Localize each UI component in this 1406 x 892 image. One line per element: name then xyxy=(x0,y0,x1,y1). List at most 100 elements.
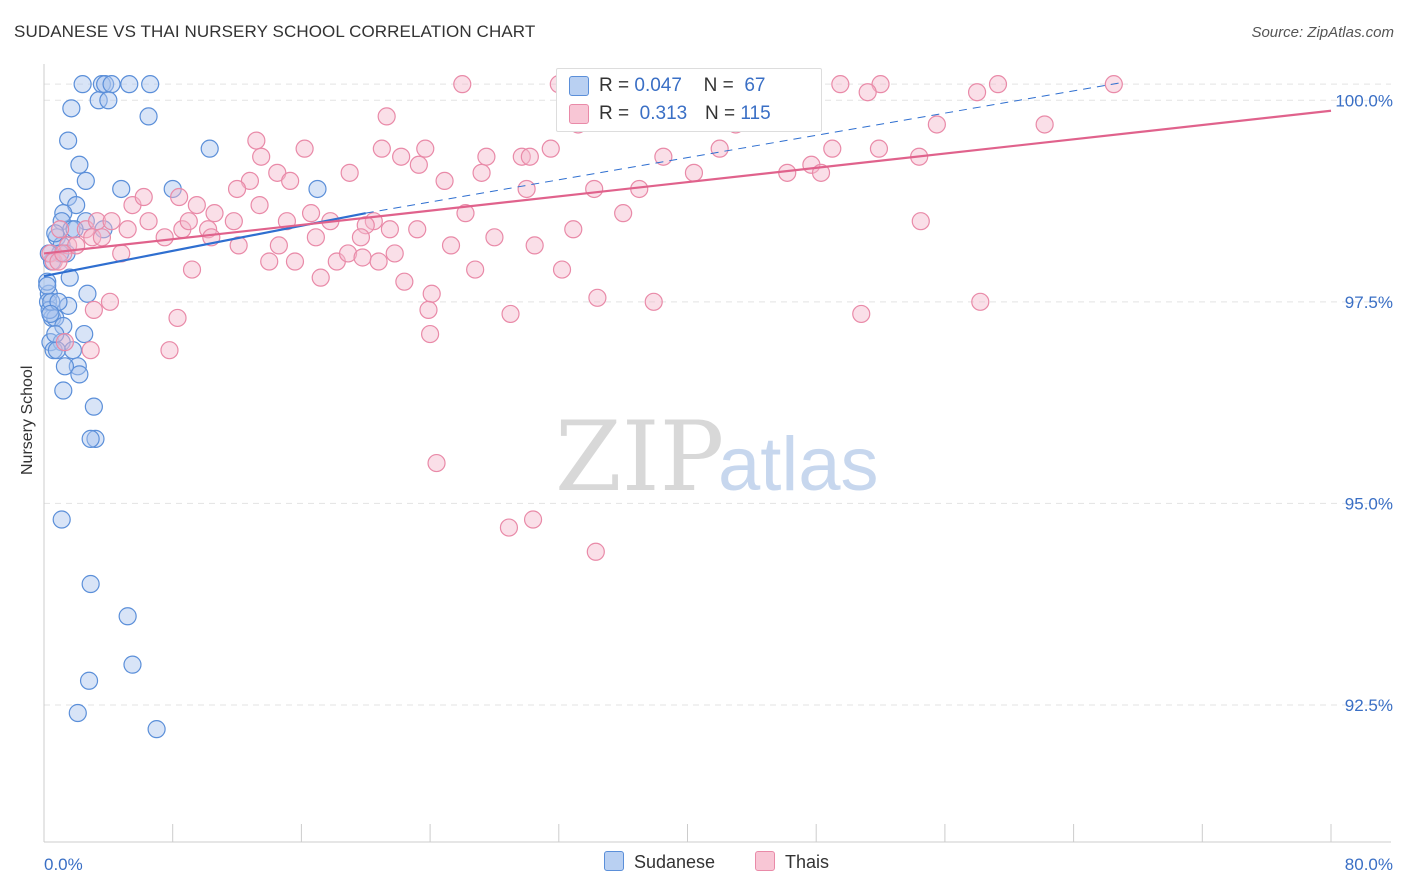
sudanese-point xyxy=(84,397,103,416)
thai-point xyxy=(416,139,435,158)
thai-point xyxy=(823,139,842,158)
thai-point xyxy=(523,510,543,529)
sudanese-point xyxy=(99,91,118,110)
thai-point xyxy=(338,244,358,263)
series-legend: Sudanese Thais xyxy=(0,851,1406,876)
r-label: R = xyxy=(599,103,630,124)
thai-point xyxy=(585,179,604,199)
thai-point xyxy=(247,131,266,150)
thai-point xyxy=(227,179,247,199)
sudanese-point xyxy=(102,75,121,94)
thai-point xyxy=(871,75,890,94)
thai-point xyxy=(55,333,75,352)
sudanese-point xyxy=(123,655,142,674)
thai-point xyxy=(831,75,850,94)
thai-point xyxy=(224,212,243,231)
thai-point xyxy=(472,163,491,182)
correlation-legend: R = 0.047 N = 67 R = 0.313 N = 115 xyxy=(556,68,822,132)
sudanese-point xyxy=(38,276,57,295)
thai-point xyxy=(499,518,519,537)
source-credit: Source: ZipAtlas.com xyxy=(1251,24,1394,41)
sudanese-point xyxy=(68,703,87,723)
thai-point xyxy=(380,220,399,239)
thai-point xyxy=(92,228,112,247)
thai-point xyxy=(50,220,70,239)
sudanese-point xyxy=(81,429,100,448)
tick-labels: 92.5% 95.0% 97.5% 100.0% 0.0% 80.0% xyxy=(44,91,1393,874)
thai-point xyxy=(250,195,269,215)
chart-title: SUDANESE VS THAI NURSERY SCHOOL CORRELAT… xyxy=(14,22,536,41)
thai-point xyxy=(268,163,287,182)
thai-point xyxy=(311,268,330,287)
thai-point xyxy=(441,236,461,255)
thai-point xyxy=(377,107,396,126)
watermark-zip: ZIP xyxy=(555,401,724,513)
thai-point xyxy=(369,252,388,271)
r-value: 0.313 xyxy=(639,103,688,124)
legend-item-sudanese[interactable]: Sudanese xyxy=(604,851,716,873)
legend-label-sudanese: Sudanese xyxy=(634,852,716,872)
thai-point xyxy=(927,115,946,134)
thai-point xyxy=(385,244,404,263)
thai-point xyxy=(179,212,198,231)
thai-point xyxy=(614,204,633,223)
thai-point xyxy=(422,284,441,303)
sudanese-point xyxy=(38,272,57,291)
thai-point xyxy=(295,139,314,158)
sudanese-point xyxy=(60,268,79,287)
thai-point xyxy=(644,292,663,311)
sudanese-point xyxy=(73,75,92,94)
thai-point xyxy=(100,292,120,311)
legend-row-thais: R = 0.313 N = 115 xyxy=(569,103,771,127)
r-value: 0.047 xyxy=(634,75,682,96)
legend-row-sudanese: R = 0.047 N = 67 xyxy=(569,75,765,99)
thai-point xyxy=(83,228,102,247)
legend-item-thais[interactable]: Thais xyxy=(755,851,830,873)
thai-point xyxy=(564,220,583,239)
y-tick-label: 100.0% xyxy=(1335,91,1393,110)
thai-point xyxy=(971,292,990,311)
sudanese-point xyxy=(70,365,89,384)
sudanese-point xyxy=(59,131,78,150)
thai-point xyxy=(1035,115,1054,134)
thai-trend-line xyxy=(43,109,1332,255)
legend-label-thais: Thais xyxy=(785,852,830,872)
n-value: 67 xyxy=(744,75,766,96)
thai-point xyxy=(372,139,391,158)
thai-point xyxy=(182,260,202,279)
thai-point xyxy=(351,228,371,247)
sudanese-point xyxy=(67,195,86,215)
thai-point xyxy=(240,171,260,191)
thais-swatch xyxy=(755,851,775,872)
thai-point xyxy=(710,139,729,158)
thai-point xyxy=(260,252,279,271)
thai-point xyxy=(421,324,440,344)
thai-point xyxy=(466,260,485,279)
thai-point xyxy=(684,163,704,182)
thai-point xyxy=(988,75,1008,94)
thai-point xyxy=(54,244,73,263)
thai-point xyxy=(340,163,359,182)
thai-point xyxy=(353,248,372,267)
sudanese-trend-extension xyxy=(365,82,1122,214)
sudanese-swatch xyxy=(604,851,624,872)
thai-point xyxy=(541,139,560,158)
sudanese-point xyxy=(86,429,105,448)
thai-point xyxy=(409,155,428,174)
thai-point xyxy=(869,139,889,158)
thai-point xyxy=(155,228,174,247)
thai-point xyxy=(588,288,607,307)
sudanese-point xyxy=(112,179,131,199)
sudanese-point xyxy=(81,574,100,594)
x-tick-label-min: 0.0% xyxy=(44,855,83,874)
thai-point xyxy=(453,75,472,94)
sudanese-point xyxy=(118,607,137,626)
sudanese-point xyxy=(62,99,81,118)
thai-point xyxy=(170,187,189,207)
sudanese-point xyxy=(41,304,60,324)
thai-point xyxy=(306,228,325,247)
thai-point xyxy=(285,252,305,271)
thai-point xyxy=(501,304,520,324)
thai-point xyxy=(852,304,871,324)
